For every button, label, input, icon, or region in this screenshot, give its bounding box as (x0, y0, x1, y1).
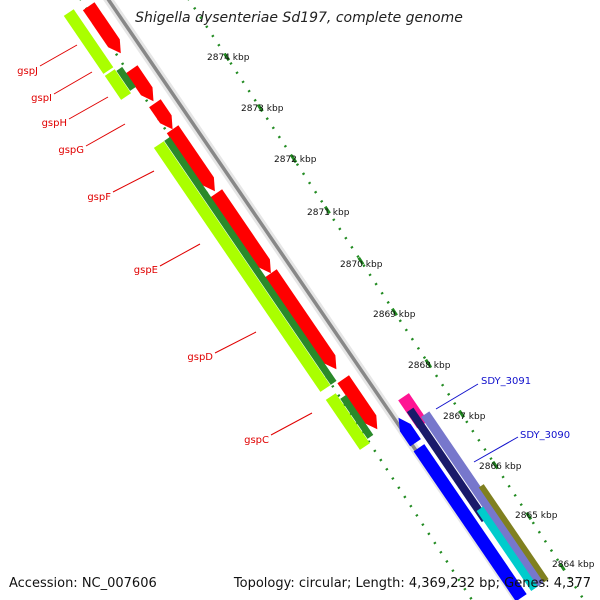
cds-forward-gspD[interactable] (337, 375, 378, 430)
gene-label-gspG[interactable]: gspG (58, 145, 84, 156)
cds-forward-gspI[interactable] (125, 65, 154, 102)
kbp-label: 2872 kbp (274, 155, 317, 165)
gene-label-gspH[interactable]: gspH (42, 118, 67, 129)
gene-label-SDY_3090[interactable]: SDY_3090 (520, 430, 570, 441)
gene-label-connector (112, 170, 155, 193)
gene-label-connector (53, 71, 93, 95)
gene-label-connector (85, 123, 126, 147)
gene-label-connector (214, 331, 257, 354)
kbp-tick-marks (223, 52, 566, 572)
cog-track-dark[interactable] (406, 407, 489, 523)
cog-track-olive[interactable] (478, 484, 549, 583)
gene-label-connector (473, 436, 519, 463)
kbp-label: 2869 kbp (373, 310, 416, 320)
cog-track-lime[interactable] (104, 69, 131, 100)
gene-label-gspF[interactable]: gspF (87, 192, 111, 203)
kbp-label: 2868 kbp (408, 361, 451, 371)
left-dotted-ring (79, 0, 474, 600)
gene-label-SDY_3091[interactable]: SDY_3091 (481, 376, 531, 387)
map-title: Shigella dysenteriae Sd197, complete gen… (135, 10, 463, 26)
gene-label-gspC[interactable]: gspC (244, 435, 269, 446)
cds-forward-gspH[interactable] (149, 99, 173, 130)
forward-gene-labels: gspJ gspI gspH gspG gspF gspE gspD gspC (17, 44, 313, 446)
kbp-label: 2866 kbp (479, 462, 522, 472)
gene-label-gspE[interactable]: gspE (134, 265, 158, 276)
gene-label-connector (270, 412, 313, 436)
kbp-tick (223, 52, 231, 62)
cds-forward-gspE[interactable] (265, 269, 337, 370)
cds-reverse-SDY_3090-start[interactable] (398, 417, 421, 447)
cog-track-purple[interactable] (421, 411, 546, 587)
kbp-label: 2873 kbp (241, 104, 284, 114)
gene-label-connector (68, 96, 109, 120)
cog-track-cyan[interactable] (476, 506, 538, 592)
cds-reverse-SDY_3090[interactable] (413, 444, 527, 600)
kbp-tick (256, 103, 264, 113)
cog-track-green[interactable] (116, 66, 136, 91)
gene-label-gspD[interactable]: gspD (187, 352, 213, 363)
kbp-tick (391, 307, 398, 317)
reverse-gene-labels: SDY_3091 SDY_3090 (435, 376, 570, 463)
topology-text: Topology: circular; Length: 4,369,232 bp… (233, 576, 591, 591)
right-dotted-ring (187, 0, 586, 600)
kbp-label: 2867 kbp (443, 412, 486, 422)
cds-forward-gspF[interactable] (210, 189, 271, 274)
kbp-label: 2864 kbp (552, 560, 595, 570)
kbp-labels: 2874 kbp 2873 kbp 2872 kbp 2871 kbp 2870… (207, 53, 595, 570)
cds-forward-gspG[interactable] (166, 125, 215, 192)
cog-track-lime[interactable] (63, 9, 114, 74)
kbp-tick (424, 358, 432, 368)
gene-label-connector (435, 383, 479, 410)
kbp-tick (290, 154, 298, 164)
kbp-tick (323, 205, 331, 215)
kbp-tick (525, 511, 533, 521)
gene-label-gspI[interactable]: gspI (31, 93, 52, 104)
kbp-tick (491, 460, 499, 470)
kbp-label: 2874 kbp (207, 53, 250, 63)
feature-tracks (63, 2, 549, 600)
kbp-label: 2865 kbp (515, 511, 558, 521)
kbp-tick (357, 256, 365, 266)
kbp-tick (558, 562, 566, 572)
cds-forward-gspJ[interactable] (91, 15, 121, 54)
kbp-label: 2870 kbp (340, 260, 383, 270)
kbp-tick (458, 409, 466, 419)
gene-label-connector (39, 44, 78, 67)
gene-label-connector (159, 243, 201, 267)
gene-label-gspJ[interactable]: gspJ (17, 66, 38, 77)
cog-track-lime[interactable] (153, 141, 331, 392)
kbp-label: 2871 kbp (307, 208, 350, 218)
cog-track-lime[interactable] (325, 393, 370, 450)
cog-track-green[interactable] (164, 136, 337, 385)
cog-track-green[interactable] (340, 394, 374, 439)
accession-text: Accession: NC_007606 (9, 576, 157, 591)
